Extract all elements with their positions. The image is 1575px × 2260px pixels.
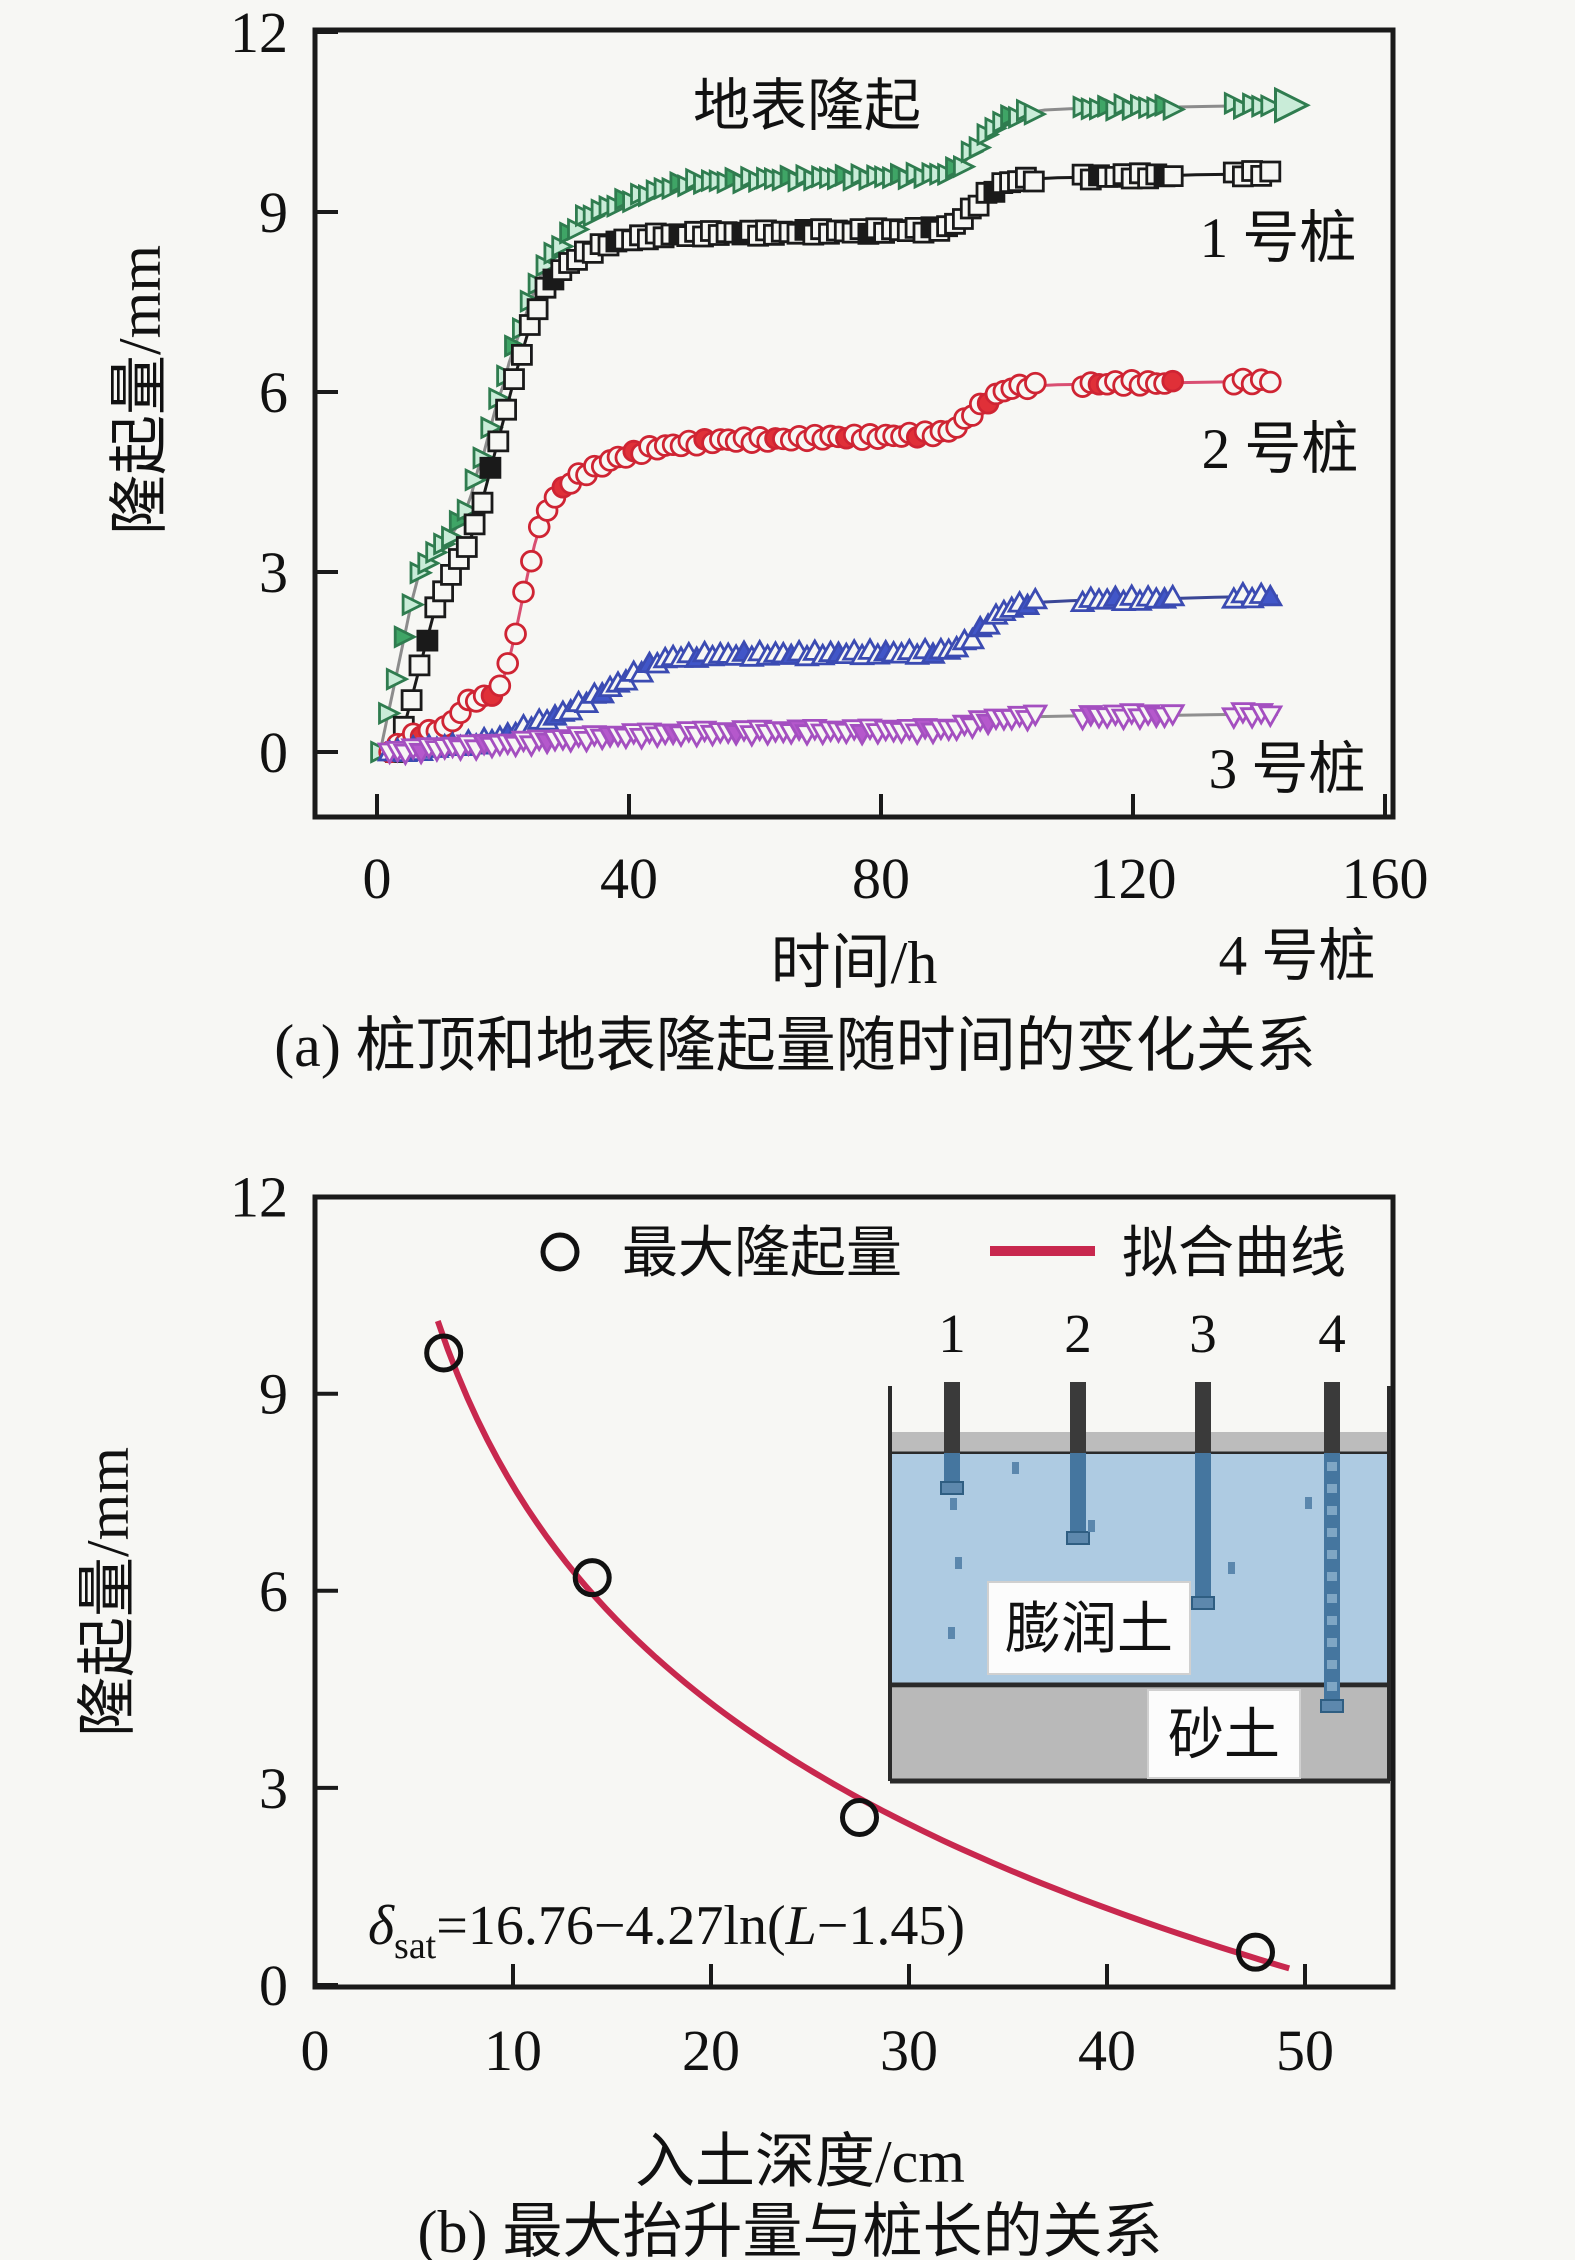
series-pile1 xyxy=(384,160,1282,763)
inset-pile-1-above xyxy=(944,1382,960,1453)
panel-a-x-axis-title: 时间/h xyxy=(771,930,938,996)
panel-a-y-tick-label: 9 xyxy=(259,180,288,245)
panel-a-x-tick-label: 40 xyxy=(600,846,658,911)
legend-circle-marker-icon xyxy=(540,1232,580,1272)
panel-b-y-tick-label: 12 xyxy=(230,1165,288,1230)
inset-pile-2-tip xyxy=(1066,1531,1090,1545)
inset-pile-1-embedded xyxy=(944,1453,960,1482)
panel-a-tick-labels: 0 40 80 120 160 0 3 6 9 12 xyxy=(230,0,1429,911)
panel-b-y-axis-title: 隆起量/mm xyxy=(75,1447,141,1737)
max-uplift-point-2 xyxy=(572,1558,612,1598)
series-label-pile1: 1 号桩 xyxy=(1200,207,1357,270)
panel-b-legend: 最大隆起量 拟合曲线 xyxy=(540,1223,1346,1285)
legend-fit-curve-label: 拟合曲线 xyxy=(1122,1223,1346,1285)
legend-max-uplift-label: 最大隆起量 xyxy=(622,1223,902,1285)
panel-b-y-tick-label: 9 xyxy=(259,1362,288,1427)
inset-pile-4-above xyxy=(1324,1382,1340,1453)
panel-a-caption: (a) 桩顶和地表隆起量随时间的变化关系 xyxy=(274,1013,1316,1079)
fit-equation: δsat=16.76−4.27ln(L−1.45) xyxy=(368,1895,965,1967)
panel-a-series xyxy=(370,86,1311,767)
panel-b-x-tick-label: 10 xyxy=(484,2018,542,2083)
max-uplift-point-1 xyxy=(424,1333,464,1373)
inset-pile-3-above xyxy=(1195,1382,1211,1453)
inset-pile-2-embedded xyxy=(1070,1453,1086,1532)
panel-b-ticks xyxy=(313,1194,1307,1987)
inset-pile-2-above xyxy=(1070,1382,1086,1453)
panel-a-ticks xyxy=(315,30,1387,817)
scatter-points xyxy=(424,1333,1275,1972)
inset-sensor-speck xyxy=(1228,1562,1235,1574)
panel-a-x-tick-label: 120 xyxy=(1090,846,1177,911)
panel-b-y-tick-label: 6 xyxy=(259,1559,288,1624)
bentonite-label-box xyxy=(987,1581,1191,1675)
inset-pile-4-tip xyxy=(1320,1699,1344,1713)
panel-a-plot-frame xyxy=(312,27,1396,820)
panel-a-y-tick-label: 3 xyxy=(259,540,288,605)
inset-sand-layer xyxy=(890,1688,1390,1779)
panel-b-y-tick-label: 0 xyxy=(259,1953,288,2018)
panel-b-x-tick-label: 20 xyxy=(682,2018,740,2083)
inset-surface-band xyxy=(890,1432,1390,1452)
inset-pile-3-embedded xyxy=(1195,1453,1211,1597)
bentonite-label: 膨润土 xyxy=(1005,1599,1173,1661)
panel-b-x-tick-label: 30 xyxy=(880,2018,938,2083)
inset-sensor-speck xyxy=(1305,1497,1312,1509)
panel-a: 0 40 80 120 160 0 3 6 9 12 地表隆起 1 号桩 2 号桩 3 号桩 4 … xyxy=(107,0,1429,1079)
inset-sensor-speck xyxy=(948,1627,955,1639)
panel-b-y-tick-label: 3 xyxy=(259,1756,288,1821)
series-pile4 xyxy=(376,702,1284,767)
max-uplift-point-4 xyxy=(1236,1932,1275,1972)
panel-b-x-tick-label: 0 xyxy=(301,2018,330,2083)
series-label-pile3: 3 号桩 xyxy=(1209,738,1366,801)
panel-a-y-axis-title: 隆起量/mm xyxy=(107,245,173,535)
inset-sensor-speck xyxy=(955,1557,962,1569)
panel-b-x-axis-title: 入土深度/cm xyxy=(635,2129,965,2195)
panel-a-x-tick-label: 160 xyxy=(1342,846,1429,911)
panel-a-x-tick-label: 80 xyxy=(852,846,910,911)
inset-pile-number-2: 2 xyxy=(1064,1303,1092,1364)
inset-pile-3-tip xyxy=(1191,1596,1215,1610)
inset-pile-1-tip xyxy=(940,1481,964,1495)
panel-a-y-tick-label: 0 xyxy=(259,720,288,785)
sand-label-box xyxy=(1147,1689,1301,1779)
inset-sensor-speck xyxy=(1012,1462,1019,1474)
panel-b-caption: (b) 最大抬升量与桩长的关系 xyxy=(418,2199,1163,2260)
soil-profile-inset: 1 2 3 4 xyxy=(888,1303,1391,1784)
soil-profile-labels: 膨润土 砂土 xyxy=(987,1581,1301,1779)
series-label-surface: 地表隆起 xyxy=(693,75,921,138)
sand-label: 砂土 xyxy=(1168,1705,1280,1767)
panel-b-x-tick-label: 50 xyxy=(1276,2018,1334,2083)
inset-sensor-speck xyxy=(950,1498,957,1510)
inset-pile-number-4: 4 xyxy=(1318,1303,1346,1364)
inset-pile-number-3: 3 xyxy=(1189,1303,1217,1364)
inset-pile-number-1: 1 xyxy=(938,1303,966,1364)
panel-b-x-tick-label: 40 xyxy=(1078,2018,1136,2083)
inset-sensor-speck xyxy=(1088,1520,1095,1532)
panel-a-y-tick-label: 12 xyxy=(230,0,288,65)
series-pile2 xyxy=(378,367,1282,764)
series-label-pile4: 4 号桩 xyxy=(1219,925,1376,988)
series-label-pile2: 2 号桩 xyxy=(1202,418,1359,481)
max-uplift-point-3 xyxy=(840,1797,879,1837)
panel-a-x-tick-label: 0 xyxy=(363,846,392,911)
panel-a-y-tick-label: 6 xyxy=(259,360,288,425)
